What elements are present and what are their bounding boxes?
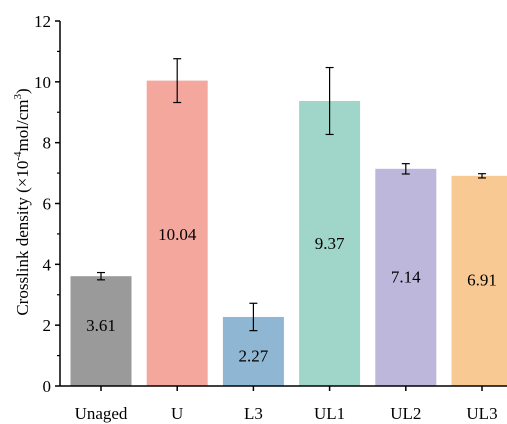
y-axis-title-suffix: ) — [13, 88, 32, 94]
y-tick-label: 4 — [43, 255, 52, 274]
x-category-label: U — [171, 404, 183, 423]
bar-unaged — [70, 276, 132, 386]
x-category-label: UL1 — [314, 404, 345, 423]
y-tick-label: 6 — [43, 195, 52, 214]
bar-value-label: 7.14 — [391, 268, 421, 287]
bar-value-label: 2.27 — [239, 347, 269, 366]
y-axis-title: Crosslink density (×10-4mol/cm3) — [12, 88, 32, 315]
bar-u — [146, 80, 208, 386]
x-category-label: L3 — [244, 404, 263, 423]
y-axis-title-middle: mol/cm — [13, 100, 32, 152]
bar-value-label: 3.61 — [86, 316, 116, 335]
bar-ul1 — [299, 100, 361, 386]
y-tick-label: 10 — [34, 73, 51, 92]
bar-value-label: 6.91 — [467, 271, 497, 290]
bars-group — [70, 80, 507, 386]
bar-value-label: 9.37 — [315, 234, 345, 253]
y-axis-title-exp1: -4 — [12, 151, 24, 161]
error-bars-group — [97, 58, 486, 332]
y-ticks-group: 0 2 4 6 8 10 12 — [34, 12, 60, 396]
y-tick-label: 0 — [43, 377, 52, 396]
y-axis-title-prefix: Crosslink density (×10 — [13, 161, 32, 316]
x-ticks-group: Unaged U L3 UL1 UL2 UL3 — [75, 386, 498, 423]
bar-value-label: 10.04 — [158, 225, 197, 244]
x-category-label: Unaged — [75, 404, 128, 423]
bar-value-labels-group: 3.61 10.04 2.27 9.37 7.14 6.91 — [86, 225, 497, 366]
bar-ul2 — [375, 168, 437, 386]
y-tick-label: 12 — [34, 12, 51, 31]
y-tick-label: 8 — [43, 134, 52, 153]
y-tick-label: 2 — [43, 316, 52, 335]
bar-ul3 — [451, 175, 507, 386]
y-axis-title-exp2: 3 — [12, 94, 24, 100]
x-category-label: UL2 — [390, 404, 421, 423]
x-category-label: UL3 — [466, 404, 497, 423]
